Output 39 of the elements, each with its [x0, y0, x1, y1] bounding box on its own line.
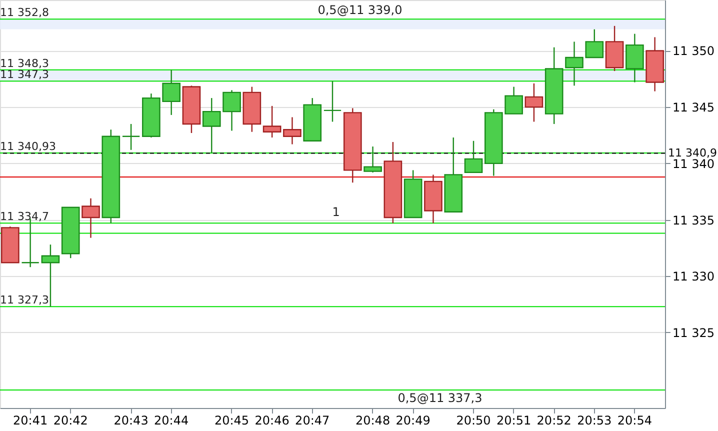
x-tick-label: 20:54: [617, 414, 652, 428]
ref-line-label: 11 327,3: [0, 294, 49, 307]
y-tick-label: 11 345: [672, 100, 714, 115]
y-tick-label: 11 335: [672, 213, 714, 228]
annotation: 1: [332, 205, 340, 219]
x-tick-label: 20:51: [496, 414, 532, 428]
x-tick-label: 20:50: [456, 414, 491, 428]
candlestick: [262, 105, 282, 138]
y-tick-label: 11 325: [672, 326, 714, 340]
x-tick-label: 20:44: [154, 414, 189, 428]
x-tick-label: 20:43: [114, 414, 148, 428]
candlestick: [283, 116, 302, 145]
x-tick-label: 20:47: [295, 414, 330, 428]
candlestick: [323, 80, 342, 122]
annotation: 0,5@11 339,0: [318, 3, 402, 17]
candlestick: [626, 33, 644, 83]
x-tick-label: 20:52: [536, 414, 572, 428]
x-tick-label: 20:46: [254, 414, 290, 428]
y-tick-label: 11 330: [672, 270, 714, 284]
x-tick-label: 20:48: [355, 414, 390, 428]
y-tick-label: 11 350: [672, 44, 714, 58]
x-tick-label: 20:42: [53, 414, 88, 428]
x-tick-label: 20:49: [396, 414, 430, 428]
candlestick: [464, 140, 483, 174]
annotation: 0,5@11 337,3: [398, 391, 482, 405]
candlestick: [122, 123, 140, 150]
ref-line-label: 11 348,3: [0, 56, 49, 70]
x-tick-label: 20:53: [577, 414, 612, 428]
candlestick: [364, 146, 382, 174]
candlestick: [82, 198, 100, 238]
ref-line-label: 11 334,7: [0, 210, 49, 224]
ref-line-label: 11 340,9: [668, 146, 717, 160]
candlestick: [524, 82, 544, 122]
x-tick-label: 20:41: [13, 414, 48, 428]
x-tick-label: 20:45: [214, 414, 250, 428]
ref-line-label: 11 347,3: [0, 68, 49, 82]
y-tick-label: 11 340: [672, 156, 714, 171]
ref-line-label: 11 340,93: [0, 140, 56, 153]
ref-line-label: 11 352,8: [0, 6, 49, 20]
